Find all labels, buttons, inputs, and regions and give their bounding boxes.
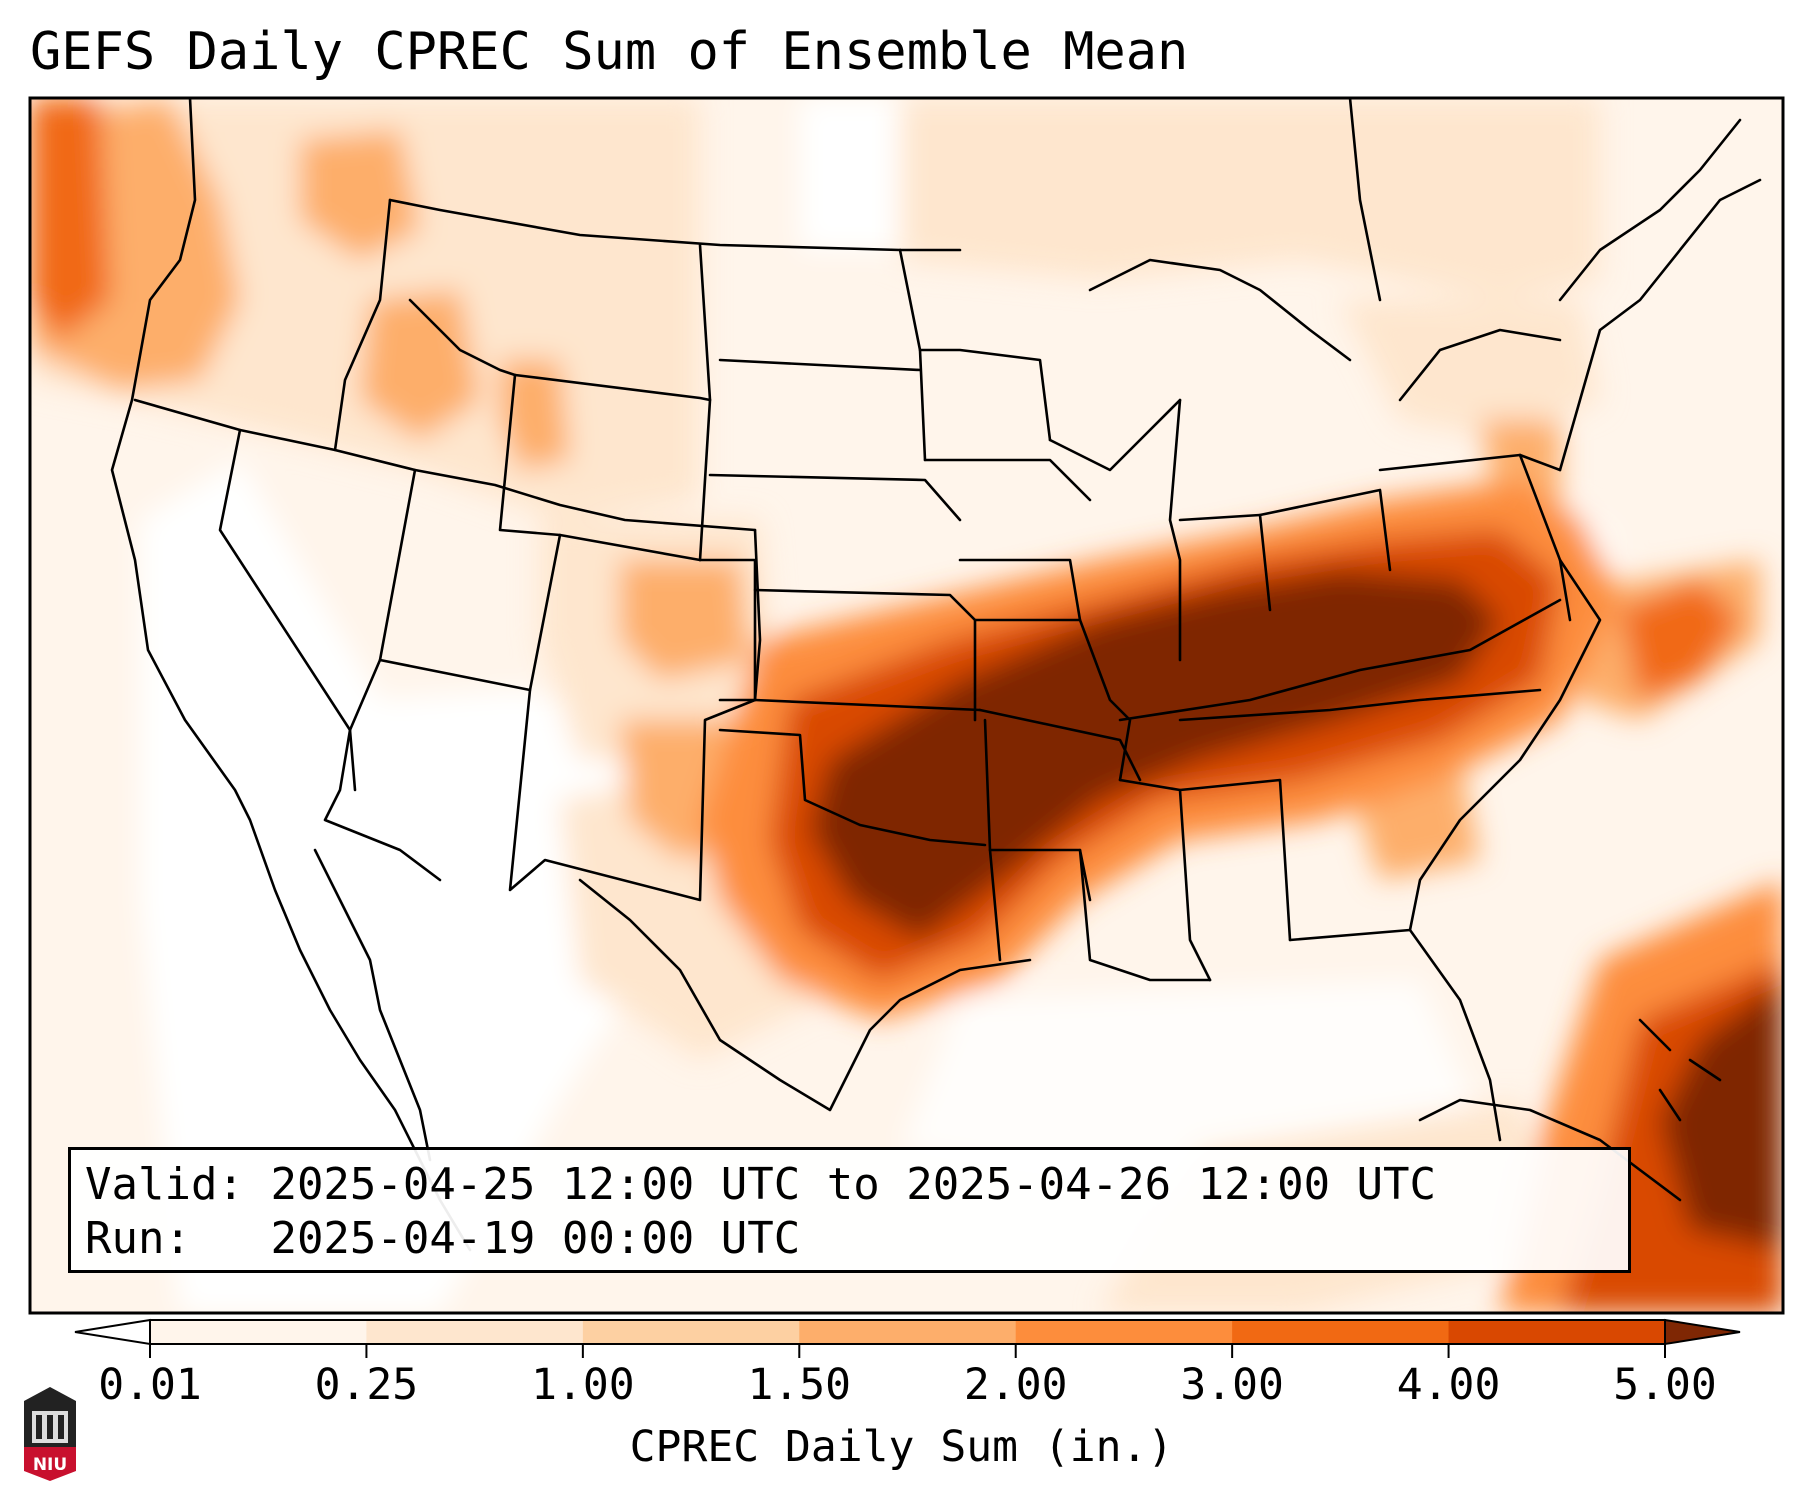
bahamas — [1638, 1018, 1722, 1122]
louisiana-mississippi — [1078, 848, 1212, 982]
texas-mexico-gulf — [578, 878, 1032, 1112]
colorbar-under-extension — [74, 1318, 151, 1346]
run-value: 2025-04-19 00:00 UTC — [270, 1213, 801, 1264]
illinois-indiana — [1168, 398, 1182, 662]
minnesota-wisconsin — [918, 348, 1052, 442]
colorbar-outline — [149, 1319, 1666, 1345]
baja-gulf-coast — [313, 848, 432, 1162]
colorado-new-mexico — [508, 533, 757, 902]
canada-border — [388, 198, 962, 252]
florida — [1288, 928, 1502, 1142]
lake-michigan-west — [1048, 398, 1182, 472]
run-label: Run: — [85, 1213, 191, 1264]
st-lawrence — [1558, 118, 1742, 302]
arizona-west — [323, 728, 442, 882]
colorbar-tick-label: 0.25 — [314, 1360, 419, 1410]
wyoming-south — [498, 373, 702, 562]
alabama-georgia — [1178, 778, 1292, 942]
colorbar-tick-label: 5.00 — [1613, 1360, 1717, 1410]
sd-nebraska-border — [708, 473, 962, 522]
boundaries — [110, 98, 1762, 1252]
colorbar-segment — [799, 1320, 1017, 1344]
colorbar-label: CPREC Daily Sum (in.) — [629, 1422, 1174, 1472]
colorbar-segment — [150, 1320, 367, 1344]
valid-label: Valid: — [85, 1159, 244, 1210]
oklahoma-texas — [718, 728, 987, 847]
idaho-west — [333, 198, 392, 452]
info-box: Valid: 2025-04-25 12:00 UTC to 2025-04-2… — [68, 1147, 1631, 1273]
colorbar-segment — [1232, 1320, 1450, 1344]
border-104w — [753, 528, 762, 702]
logo-text: NIU — [33, 1455, 67, 1475]
wyoming-east — [698, 243, 712, 562]
iowa-north — [923, 458, 1092, 502]
nebraska-kansas — [753, 588, 977, 722]
lake-erie-ontario — [1398, 328, 1562, 402]
atlantic-coast-south — [1408, 558, 1602, 932]
colorbar-tick-label: 4.00 — [1396, 1360, 1501, 1410]
colorbar-segment — [1015, 1320, 1233, 1344]
colorbar-tick-label: 0.01 — [98, 1360, 202, 1410]
kansas-oklahoma — [753, 698, 982, 712]
great-lakes-upper — [1088, 258, 1352, 362]
colorbar-tick-label: 2.00 — [963, 1360, 1068, 1410]
colorbar-segment — [582, 1320, 800, 1344]
ohio-pennsylvania — [1258, 488, 1392, 572]
iowa-missouri — [958, 558, 1082, 622]
colorbar-tick-label: 1.50 — [747, 1360, 852, 1410]
map-frame — [28, 96, 1785, 1315]
colorbar-segment — [366, 1320, 584, 1344]
missouri-east — [973, 618, 1132, 782]
wyoming-north — [513, 373, 712, 402]
niu-logo-icon: NIU — [24, 1387, 76, 1481]
colorbar — [74, 1318, 1741, 1358]
pacific-coastline — [110, 98, 472, 1252]
arizona-north — [348, 658, 382, 732]
colorado-east — [698, 558, 757, 702]
nevada-california — [218, 428, 357, 792]
quebec-border — [1348, 98, 1382, 302]
valid-value: 2025-04-25 12:00 UTC to 2025-04-26 12:00… — [270, 1159, 1437, 1210]
idaho-montana — [408, 298, 517, 377]
nd-sd-border — [718, 358, 922, 372]
tennessee-south — [1178, 688, 1542, 722]
mississippi-alabama — [1118, 778, 1212, 982]
colorbar-segment — [1448, 1320, 1666, 1344]
tennessee-north — [1118, 598, 1562, 722]
new-england-coast — [1558, 178, 1762, 472]
colorbar-over-extension — [1664, 1318, 1741, 1346]
border-45n — [133, 398, 757, 532]
colorbar-tick-label: 1.00 — [531, 1360, 635, 1410]
map-title: GEFS Daily CPREC Sum of Ensemble Mean — [30, 22, 1189, 82]
colorbar-tick-label: 3.00 — [1180, 1360, 1284, 1410]
missouri-arkansas — [978, 708, 1142, 782]
